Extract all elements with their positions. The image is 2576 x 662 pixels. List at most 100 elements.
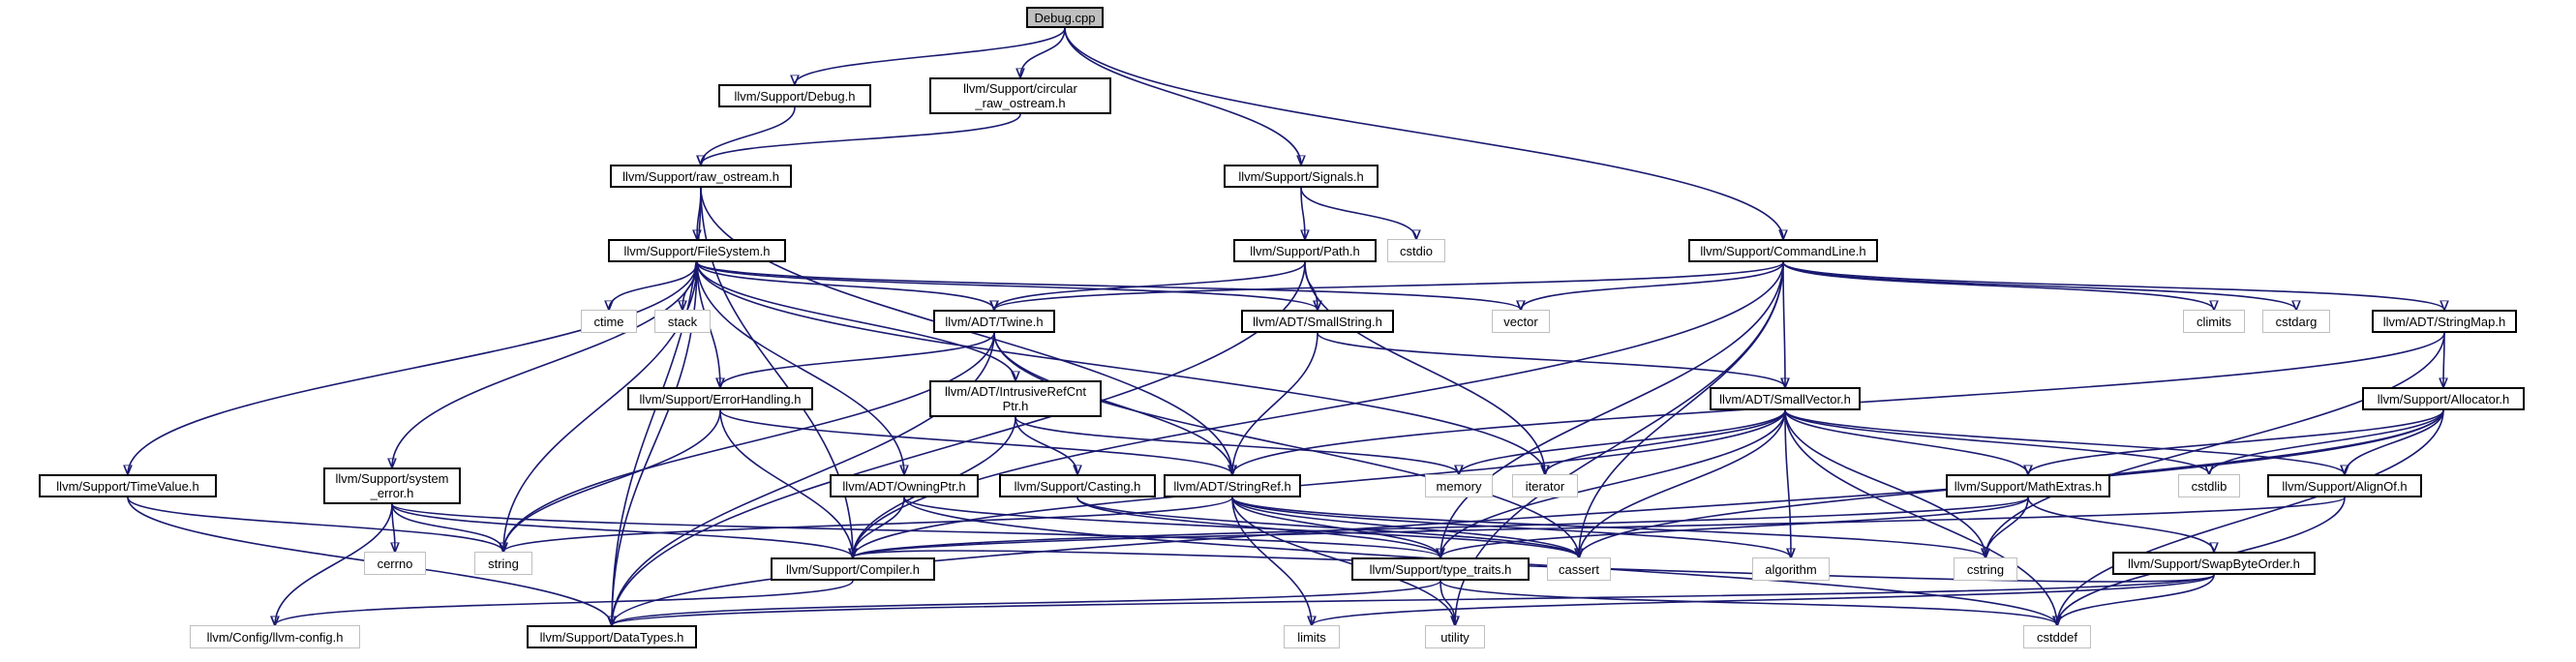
node-support-alignof-h[interactable]: llvm/Support/AlignOf.h	[2267, 474, 2422, 497]
edge-errorhandling-h-to-compiler-h	[719, 409, 853, 557]
node-memory: memory	[1425, 474, 1493, 497]
node-cstddef: cstddef	[2023, 625, 2091, 648]
edge-stringref-h-to-utility	[1231, 496, 1455, 625]
edge-debug-cpp-to-circular-ostream-h	[1020, 27, 1066, 77]
node-support-signals-h[interactable]: llvm/Support/Signals.h	[1224, 165, 1379, 188]
edge-smallvector-h-to-cstdlib	[1784, 409, 2209, 474]
edge-commandline-h-to-cstdarg	[1782, 261, 2296, 310]
node-support-casting-h[interactable]: llvm/Support/Casting.h	[999, 474, 1156, 497]
node-ctime: ctime	[581, 310, 637, 333]
node-cassert: cassert	[1547, 557, 1611, 581]
node-adt-stringmap-h[interactable]: llvm/ADT/StringMap.h	[2372, 310, 2517, 333]
node-support-mathextras-h[interactable]: llvm/Support/MathExtras.h	[1946, 474, 2110, 497]
edge-twine-h-to-string	[503, 332, 995, 552]
edge-signals-h-to-cstdio	[1300, 187, 1416, 239]
edge-path-h-to-twine-h	[994, 261, 1306, 310]
node-climits: climits	[2183, 310, 2245, 333]
node-support-path-h[interactable]: llvm/Support/Path.h	[1233, 239, 1377, 262]
edge-type-traits-h-to-datatypes-h	[612, 580, 1441, 626]
node-support-system-error-h[interactable]: llvm/Support/system _error.h	[323, 467, 461, 504]
node-adt-smallvector-h[interactable]: llvm/ADT/SmallVector.h	[1710, 387, 1861, 410]
edge-allocator-h-to-cstddef	[2057, 409, 2444, 625]
node-adt-smallstring-h[interactable]: llvm/ADT/SmallString.h	[1241, 310, 1394, 333]
node-cerrno: cerrno	[364, 552, 426, 575]
edge-swapbyteorder-h-to-limits	[1312, 574, 2215, 626]
edge-filesystem-h-to-intrusiverefcnt-h	[696, 261, 1015, 380]
edge-smallvector-h-to-iterator	[1545, 409, 1786, 474]
edge-filesystem-h-to-timevalue-h	[128, 261, 698, 474]
edge-timevalue-h-to-string	[127, 496, 503, 552]
edge-smallvector-h-to-cstring	[1784, 409, 1985, 557]
node-utility: utility	[1425, 625, 1485, 648]
edge-casting-h-to-type-traits-h	[1076, 496, 1440, 557]
edge-allocator-h-to-datatypes-h	[612, 409, 2444, 625]
edge-smallvector-h-to-memory	[1459, 409, 1786, 474]
edge-type-traits-h-to-cstddef	[1440, 580, 2057, 626]
edge-debug-cpp-to-commandline-h	[1064, 27, 1783, 239]
node-label-line-1: llvm/Support/circular	[963, 81, 1077, 96]
edge-filesystem-h-to-smallstring-h	[696, 261, 1318, 311]
edge-smallvector-h-to-cassert	[1579, 409, 1786, 557]
edge-system-error-h-to-llvm-config-h	[275, 503, 393, 625]
node-support-swapbyteorder-h[interactable]: llvm/Support/SwapByteOrder.h	[2112, 552, 2316, 575]
node-support-circular-raw-ostream-h[interactable]: llvm/Support/circular _raw_ostream.h	[929, 77, 1111, 114]
node-label-line-1: llvm/ADT/IntrusiveRefCnt	[945, 384, 1086, 399]
node-adt-owningptr-h[interactable]: llvm/ADT/OwningPtr.h	[830, 474, 979, 497]
edge-commandline-h-to-smallvector-h	[1783, 261, 1785, 387]
node-support-datatypes-h[interactable]: llvm/Support/DataTypes.h	[527, 625, 697, 648]
edge-circular-ostream-h-to-raw-ostream-h	[701, 113, 1021, 165]
node-support-allocator-h[interactable]: llvm/Support/Allocator.h	[2362, 387, 2525, 410]
edge-stringref-h-to-algorithm	[1231, 496, 1791, 557]
edge-commandline-h-to-climits	[1782, 261, 2214, 310]
node-support-type-traits-h[interactable]: llvm/Support/type_traits.h	[1351, 557, 1530, 581]
node-support-compiler-h[interactable]: llvm/Support/Compiler.h	[771, 557, 935, 581]
edge-commandline-h-to-twine-h	[994, 261, 1784, 311]
node-support-timevalue-h[interactable]: llvm/Support/TimeValue.h	[39, 474, 217, 497]
node-vector: vector	[1492, 310, 1550, 333]
node-cstdlib: cstdlib	[2178, 474, 2240, 497]
node-support-raw-ostream-h[interactable]: llvm/Support/raw_ostream.h	[610, 165, 792, 188]
edge-commandline-h-to-stringmap-h	[1782, 261, 2444, 311]
edge-stringref-h-to-type-traits-h	[1231, 496, 1440, 557]
edge-filesystem-h-to-ctime	[609, 261, 698, 310]
edge-swapbyteorder-h-to-cstddef	[2057, 574, 2215, 625]
edge-smallvector-h-to-cstddef	[1784, 409, 2057, 625]
edge-errorhandling-h-to-stringref-h	[719, 409, 1232, 474]
edge-path-h-to-iterator	[1304, 261, 1545, 474]
edge-system-error-h-to-string	[391, 503, 503, 552]
edge-mathextras-h-to-type-traits-h	[1440, 496, 2029, 558]
edge-stringmap-h-to-cstring	[1985, 332, 2445, 557]
node-limits: limits	[1284, 625, 1340, 648]
edge-smallstring-h-to-stringref-h	[1232, 332, 1318, 474]
edge-stringref-h-to-cassert	[1231, 496, 1579, 557]
node-support-filesystem-h[interactable]: llvm/Support/FileSystem.h	[608, 239, 786, 262]
edge-filesystem-h-to-twine-h	[696, 261, 994, 310]
edge-filesystem-h-to-system-error-h	[392, 261, 698, 467]
node-config-llvm-config-h: llvm/Config/llvm-config.h	[190, 625, 360, 648]
edge-errorhandling-h-to-string	[503, 409, 721, 552]
node-adt-intrusiverefcntptr-h[interactable]: llvm/ADT/IntrusiveRefCnt Ptr.h	[929, 380, 1102, 417]
node-support-errorhandling-h[interactable]: llvm/Support/ErrorHandling.h	[627, 387, 813, 410]
node-support-commandline-h[interactable]: llvm/Support/CommandLine.h	[1688, 239, 1878, 262]
edge-allocator-h-to-mathextras-h	[2028, 409, 2444, 474]
edge-signals-h-to-path-h	[1301, 187, 1305, 239]
node-cstdio: cstdio	[1387, 239, 1445, 262]
edge-casting-h-to-cassert	[1076, 496, 1579, 557]
edge-smallvector-h-to-mathextras-h	[1784, 409, 2028, 474]
edge-mathextras-h-to-compiler-h	[853, 496, 2029, 558]
node-debug-cpp[interactable]: Debug.cpp	[1026, 7, 1104, 28]
edge-intrusiverefcnt-h-to-memory	[1015, 416, 1459, 474]
node-string: string	[474, 552, 532, 575]
node-cstring: cstring	[1954, 557, 2017, 581]
node-adt-stringref-h[interactable]: llvm/ADT/StringRef.h	[1164, 474, 1301, 497]
node-support-debug-h[interactable]: llvm/Support/Debug.h	[718, 84, 871, 107]
edge-smallvector-h-to-algorithm	[1784, 409, 1791, 557]
edge-filesystem-h-to-owningptr-h	[696, 261, 904, 474]
node-adt-twine-h[interactable]: llvm/ADT/Twine.h	[933, 310, 1055, 333]
edge-intrusiverefcnt-h-to-casting-h	[1015, 416, 1077, 474]
edge-debug-cpp-to-signals-h	[1064, 27, 1301, 165]
edge-allocator-h-to-alignof-h	[2345, 409, 2444, 474]
node-iterator: iterator	[1512, 474, 1578, 497]
node-label-line-1: llvm/Support/system	[335, 471, 449, 486]
